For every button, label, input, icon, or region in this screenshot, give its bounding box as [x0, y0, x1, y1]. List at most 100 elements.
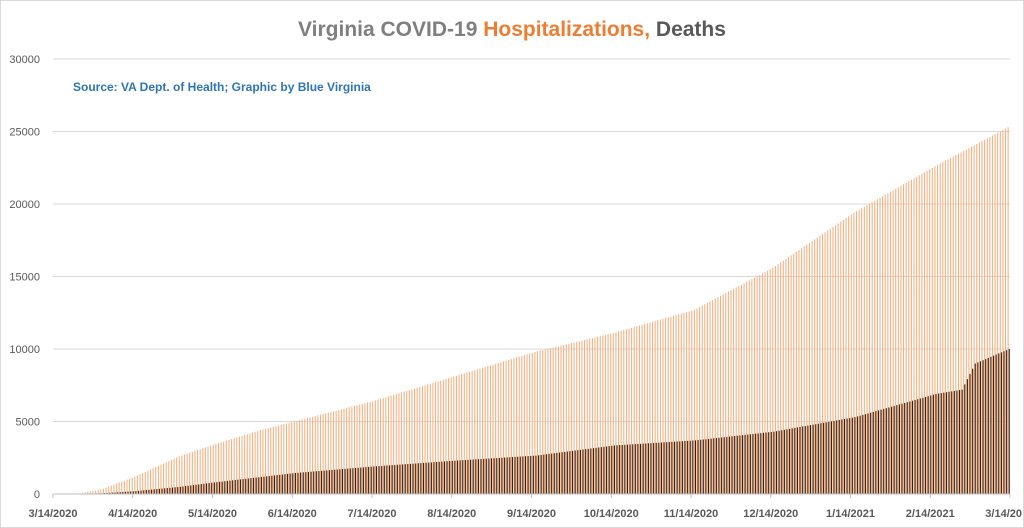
- hospitalizations-bar: [463, 373, 465, 494]
- hospitalizations-bar: [183, 454, 186, 494]
- hospitalizations-bar: [338, 410, 340, 494]
- deaths-bar: [109, 492, 111, 494]
- hospitalizations-bar: [89, 491, 91, 494]
- hospitalizations-bar: [542, 350, 544, 494]
- deaths-bar: [438, 461, 440, 494]
- hospitalizations-bar: [662, 318, 664, 494]
- deaths-bar: [836, 420, 838, 494]
- hospitalizations-bar: [246, 434, 248, 494]
- hospitalizations-bar: [803, 246, 805, 494]
- hospitalizations-bar: [220, 442, 222, 494]
- x-tick-label: 3/14/2020: [29, 508, 78, 520]
- deaths-bar: [449, 461, 451, 494]
- hospitalizations-bar: [835, 225, 837, 494]
- deaths-bar: [336, 469, 338, 494]
- deaths-bar: [663, 442, 665, 494]
- hospitalizations-bar: [136, 475, 138, 494]
- deaths-bar: [211, 482, 213, 494]
- deaths-bar: [454, 460, 456, 494]
- deaths-bar: [611, 445, 613, 494]
- hospitalizations-bar: [550, 348, 552, 494]
- deaths-bar: [475, 459, 477, 494]
- deaths-bar: [961, 389, 963, 494]
- hospitalizations-bar: [424, 385, 426, 494]
- hospitalizations-bar: [458, 374, 460, 494]
- hospitalizations-bar: [670, 316, 672, 494]
- deaths-bar: [462, 460, 464, 494]
- deaths-bar: [326, 470, 328, 494]
- hospitalizations-bar: [518, 356, 520, 494]
- deaths-bar: [221, 481, 223, 494]
- deaths-bar: [684, 441, 686, 494]
- deaths-bar: [378, 466, 380, 494]
- deaths-bar: [122, 491, 124, 494]
- deaths-bar: [310, 471, 312, 494]
- deaths-bar: [297, 472, 299, 494]
- hospitalizations-bar: [168, 461, 170, 494]
- deaths-bar: [255, 477, 257, 494]
- hospitalizations-bar: [142, 473, 144, 494]
- hospitalizations-bar: [685, 312, 688, 494]
- deaths-bar: [344, 468, 346, 494]
- deaths-bar: [279, 474, 281, 494]
- deaths-bar: [483, 458, 485, 494]
- hospitalizations-bar: [223, 441, 225, 494]
- hospitalizations-bar: [513, 358, 515, 494]
- deaths-bar: [692, 440, 694, 494]
- deaths-bar: [234, 479, 236, 494]
- deaths-bar: [514, 456, 516, 494]
- deaths-bar: [574, 450, 576, 494]
- hospitalizations-bar: [382, 398, 384, 494]
- hospitalizations-bar: [170, 459, 172, 494]
- hospitalizations-bar: [882, 196, 884, 495]
- deaths-bar: [260, 476, 262, 494]
- hospitalizations-bar: [706, 302, 708, 494]
- deaths-bar: [679, 441, 681, 494]
- deaths-bar: [909, 401, 911, 494]
- deaths-bar: [130, 491, 132, 494]
- x-tick-label: 4/14/2020: [108, 508, 157, 520]
- deaths-bar: [145, 490, 147, 494]
- deaths-bar: [838, 419, 840, 494]
- deaths-bar: [896, 405, 898, 494]
- deaths-bar: [441, 461, 443, 494]
- x-tick-label: 8/14/2020: [427, 508, 476, 520]
- hospitalizations-bar: [257, 431, 259, 494]
- deaths-bar: [702, 439, 704, 494]
- deaths-bar: [522, 456, 524, 494]
- deaths-bar: [339, 469, 341, 494]
- hospitalizations-bar: [952, 156, 954, 494]
- hospitalizations-bar: [372, 401, 374, 494]
- deaths-bar: [854, 417, 856, 494]
- deaths-bar: [600, 447, 602, 494]
- deaths-bar: [203, 483, 205, 494]
- hospitalizations-bar: [607, 334, 609, 494]
- hospitalizations-bar: [678, 314, 680, 494]
- hospitalizations-bar: [251, 432, 254, 494]
- hospitalizations-bar: [332, 411, 335, 494]
- hospitalizations-bar: [275, 426, 277, 494]
- deaths-bar: [564, 451, 566, 494]
- hospitalizations-bar: [259, 430, 261, 494]
- deaths-bar: [859, 415, 861, 494]
- hospitalizations-bar: [100, 489, 102, 494]
- hospitalizations-bar: [288, 422, 290, 494]
- deaths-bar: [626, 444, 629, 494]
- hospitalizations-bar: [733, 288, 735, 494]
- deaths-bar: [169, 487, 171, 494]
- deaths-bar: [647, 443, 649, 494]
- deaths-bar: [925, 396, 927, 494]
- deaths-bar: [781, 430, 783, 494]
- hospitalizations-bar: [390, 395, 392, 494]
- hospitalizations-bar: [960, 152, 962, 494]
- hospitalizations-bar: [505, 360, 507, 494]
- hospitalizations-bar: [380, 398, 382, 494]
- hospitalizations-bar: [312, 416, 314, 494]
- hospitalizations-bar: [254, 431, 256, 494]
- deaths-bar: [381, 465, 383, 494]
- hospitalizations-bar: [557, 346, 559, 494]
- deaths-bar: [318, 471, 320, 494]
- x-tick-label: 5/14/2020: [188, 508, 237, 520]
- hospitalizations-bar: [199, 449, 201, 494]
